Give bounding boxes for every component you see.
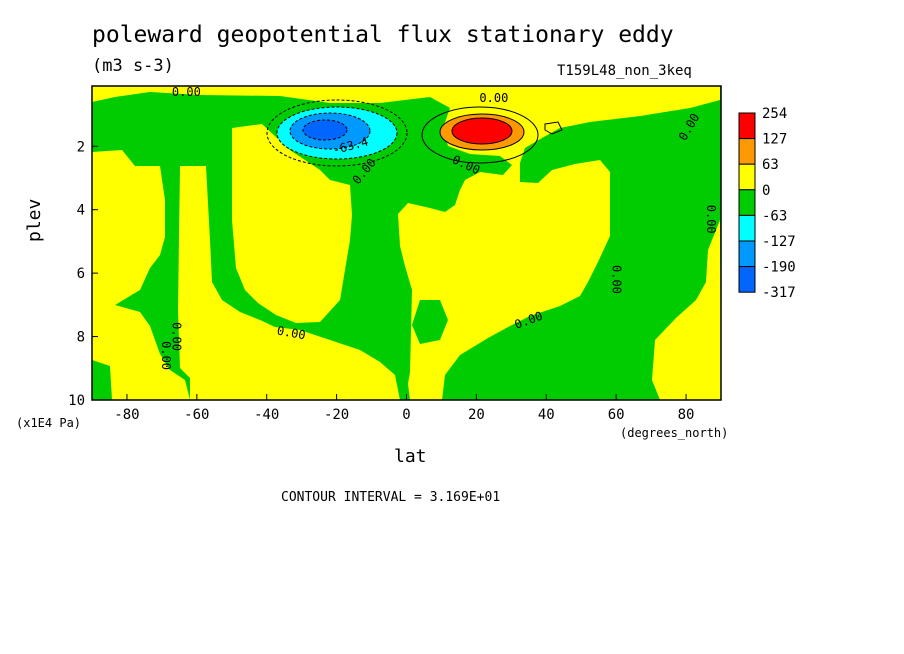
positive-region bbox=[500, 200, 565, 296]
positive-eddy-ring bbox=[451, 117, 513, 145]
x-tick-label: -40 bbox=[254, 407, 279, 423]
legend-swatch bbox=[738, 189, 756, 216]
x-tick-label: 80 bbox=[678, 407, 695, 423]
case-label: T159L48_non_3keq bbox=[557, 63, 692, 79]
y-tick-label: 8 bbox=[77, 330, 85, 346]
x-tick-label: -20 bbox=[324, 407, 349, 423]
contour-label: 0.00 bbox=[159, 341, 173, 370]
negative-region bbox=[412, 300, 448, 344]
legend-level-label: 254 bbox=[762, 106, 787, 122]
contour-label: 0.00 bbox=[479, 91, 508, 105]
negative-eddy-ring bbox=[266, 99, 408, 167]
y-axis-units: (x1E4 Pa) bbox=[16, 416, 82, 430]
positive-region bbox=[232, 124, 352, 323]
x-tick-label: 0 bbox=[402, 407, 410, 423]
positive-region bbox=[92, 305, 190, 400]
legend-level-label: -317 bbox=[762, 285, 796, 301]
contour-label: 0.00 bbox=[276, 323, 307, 342]
x-tick-label: 40 bbox=[538, 407, 555, 423]
positive-region bbox=[92, 86, 720, 400]
negative-region bbox=[356, 200, 388, 250]
contour-label: 0.00 bbox=[169, 322, 183, 351]
legend-level-label: -127 bbox=[762, 234, 796, 250]
x-tick-label: 60 bbox=[608, 407, 625, 423]
legend-level-label: 0 bbox=[762, 183, 770, 199]
legend-swatch bbox=[738, 112, 756, 140]
y-tick-label: 4 bbox=[77, 203, 85, 219]
x-tick-label: -80 bbox=[114, 407, 139, 423]
legend-swatch bbox=[738, 266, 756, 293]
legend-level-label: 63 bbox=[762, 157, 779, 173]
legend-level-label: -63 bbox=[762, 208, 787, 224]
legend-swatch bbox=[738, 138, 756, 165]
contour-label: 0.00 bbox=[704, 205, 718, 234]
legend-level-label: 127 bbox=[762, 132, 787, 148]
x-axis-label: lat bbox=[394, 446, 427, 467]
positive-region bbox=[92, 150, 165, 305]
x-tick-label: 20 bbox=[468, 407, 485, 423]
legend-level-label: -190 bbox=[762, 260, 796, 276]
contour-interval: CONTOUR INTERVAL = 3.169E+01 bbox=[281, 490, 501, 505]
contour-label: 0.00 bbox=[172, 85, 201, 99]
y-tick-label: 6 bbox=[77, 266, 85, 282]
contour-label: 0.00 bbox=[610, 265, 624, 294]
legend-swatch bbox=[738, 214, 756, 242]
chart-title: poleward geopotential flux stationary ed… bbox=[92, 22, 674, 48]
positive-eddy-ring bbox=[421, 106, 539, 164]
y-tick-label: 2 bbox=[77, 139, 85, 155]
negative-eddy-ring bbox=[302, 119, 348, 141]
positive-region bbox=[652, 220, 721, 400]
positive-region bbox=[178, 166, 400, 400]
chart-units: (m3 s-3) bbox=[92, 56, 174, 76]
negative-region bbox=[92, 360, 112, 400]
legend-swatch bbox=[738, 240, 756, 268]
x-tick-label: -60 bbox=[184, 407, 209, 423]
legend-swatch bbox=[738, 163, 756, 191]
x-axis-units: (degrees_north) bbox=[620, 426, 729, 440]
y-tick-label: 10 bbox=[68, 393, 85, 409]
contour-line bbox=[544, 121, 563, 135]
